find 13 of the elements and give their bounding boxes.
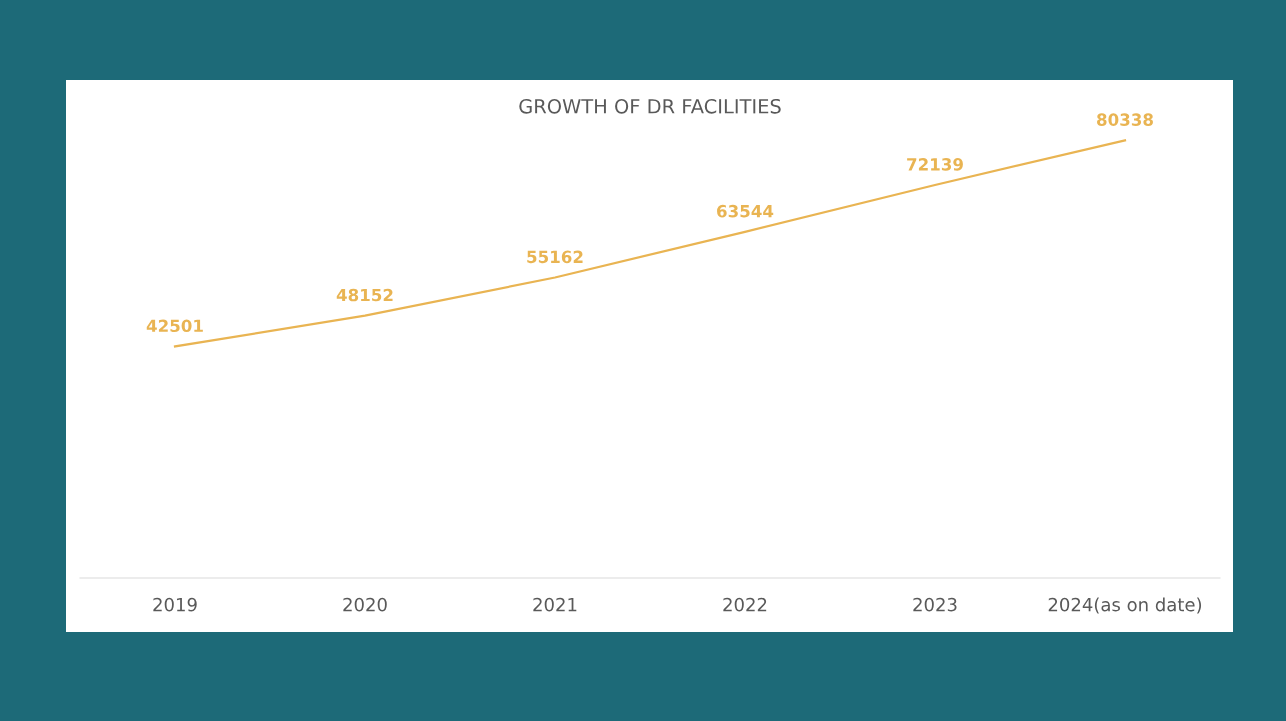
- x-tick-label: 2022: [723, 597, 767, 612]
- data-label: 63544: [717, 204, 774, 218]
- data-label: 55162: [527, 250, 583, 264]
- data-label: 80338: [1097, 113, 1153, 126]
- x-tick-label: 2019: [153, 597, 197, 612]
- data-label: 72139: [907, 158, 963, 171]
- data-label: 42501: [146, 319, 203, 333]
- x-tick-label: 2021: [533, 597, 577, 612]
- x-tick-label: 2020: [343, 597, 387, 612]
- data-label: 48152: [336, 288, 393, 302]
- x-tick-label: 2024(as on date): [1048, 597, 1202, 614]
- x-tick-label: 2023: [913, 597, 957, 612]
- chart-title: GROWTH OF DR FACILITIES: [519, 98, 781, 114]
